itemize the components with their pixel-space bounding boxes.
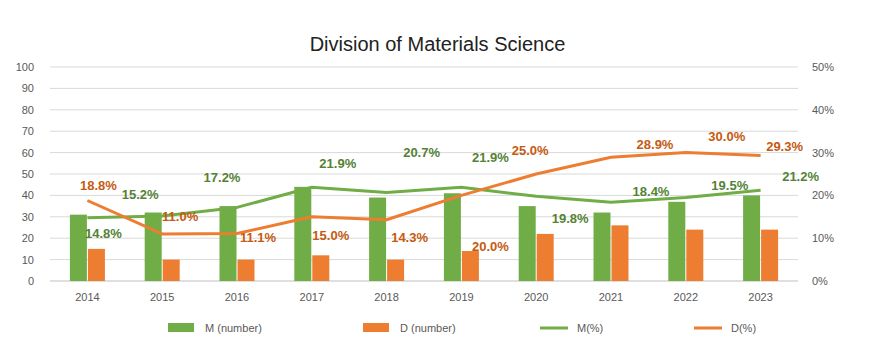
grid-line <box>50 281 798 282</box>
y2-tick <box>798 238 801 239</box>
legend-swatch <box>694 327 722 330</box>
grid-line <box>50 131 798 132</box>
chart: Division of Materials Science 0 10 20 30 40 50… <box>0 0 871 352</box>
legend-swatch <box>363 323 389 332</box>
x-tick-label: 2019 <box>449 291 473 303</box>
data-label: 19.5% <box>711 178 748 193</box>
legend: M (number) D (number) M(%) D(%) <box>168 322 756 334</box>
data-label: 25.0% <box>512 143 549 158</box>
y2-tick-label: 0% <box>812 275 828 287</box>
bar <box>594 213 611 281</box>
data-label: 20.7% <box>403 145 440 160</box>
grid-line <box>50 88 798 89</box>
y2-tick <box>798 67 801 68</box>
data-label: 28.9% <box>637 137 674 152</box>
x-tick-label: 2018 <box>374 291 398 303</box>
data-label: 18.8% <box>80 178 117 193</box>
x-tick-label: 2021 <box>599 291 623 303</box>
y2-tick-label: 40% <box>812 104 834 116</box>
legend-label: D(%) <box>731 322 756 334</box>
bar <box>743 195 760 281</box>
bar <box>444 193 461 281</box>
bar <box>462 251 479 281</box>
y-tick-label: 50 <box>22 168 34 180</box>
data-label: 17.2% <box>204 170 241 185</box>
data-label: 21.9% <box>472 150 509 165</box>
y-tick-label: 40 <box>22 189 34 201</box>
grid-line <box>50 195 798 196</box>
data-label: 21.9% <box>319 156 356 171</box>
y-tick-label: 20 <box>22 232 34 244</box>
data-label: 19.8% <box>552 211 589 226</box>
legend-swatch <box>168 323 194 332</box>
data-label: 15.0% <box>312 228 349 243</box>
bar <box>88 249 105 281</box>
bar <box>238 260 255 281</box>
y2-tick-label: 50% <box>812 61 834 73</box>
data-label: 29.3% <box>766 139 803 154</box>
y-tick-label: 70 <box>22 125 34 137</box>
marks <box>70 153 778 281</box>
legend-label: M (number) <box>205 322 262 334</box>
y2-tick-label: 20% <box>812 189 834 201</box>
x-tick-label: 2016 <box>225 291 249 303</box>
y2-tick <box>798 281 801 282</box>
y-tick-label: 60 <box>22 147 34 159</box>
data-labels: 14.8% 15.2% 17.2% 21.9% 20.7% 21.9% 19.8% 18.4%… <box>80 129 820 254</box>
bar <box>145 213 162 281</box>
data-label: 14.3% <box>391 230 428 245</box>
x-tick-label: 2022 <box>674 291 698 303</box>
bar <box>686 230 703 281</box>
data-label: 11.1% <box>240 230 277 245</box>
bar <box>387 260 404 281</box>
x-tick-label: 2017 <box>300 291 324 303</box>
grid <box>50 67 798 281</box>
data-label: 21.2% <box>782 169 819 184</box>
y-tick-label: 80 <box>22 104 34 116</box>
bar <box>70 215 87 281</box>
bar <box>163 260 180 281</box>
x-tick-label: 2014 <box>75 291 99 303</box>
data-label: 18.4% <box>633 184 670 199</box>
bar <box>369 198 386 281</box>
bar <box>612 225 629 281</box>
data-label: 20.0% <box>472 239 509 254</box>
data-label: 15.2% <box>122 187 159 202</box>
y-tick-label: 0 <box>28 275 34 287</box>
line <box>87 153 760 234</box>
data-label: 14.8% <box>85 226 122 241</box>
y-tick-label: 10 <box>22 254 34 266</box>
bar <box>519 206 536 281</box>
y2-tick <box>798 109 801 110</box>
legend-label: M(%) <box>577 322 603 334</box>
bar <box>761 230 778 281</box>
legend-swatch <box>540 327 568 330</box>
y-tick-label: 100 <box>16 61 34 73</box>
grid-line <box>50 259 798 260</box>
y2-tick <box>798 195 801 196</box>
bar <box>537 234 554 281</box>
x-tick-label: 2023 <box>748 291 772 303</box>
bar <box>668 202 685 281</box>
y2-tick-label: 10% <box>812 232 834 244</box>
bar <box>220 206 237 281</box>
legend-label: D (number) <box>400 322 456 334</box>
x-tick-label: 2015 <box>150 291 174 303</box>
data-label: 30.0% <box>708 129 745 144</box>
bar <box>294 187 311 281</box>
grid-line <box>50 67 798 68</box>
x-tick-label: 2020 <box>524 291 548 303</box>
y-tick-label: 90 <box>22 82 34 94</box>
y-tick-label: 30 <box>22 211 34 223</box>
data-label: 11.0% <box>162 209 199 224</box>
title: Division of Materials Science <box>310 33 566 55</box>
bar <box>312 255 329 281</box>
grid-line <box>50 174 798 175</box>
y2-tick-label: 30% <box>812 147 834 159</box>
grid-line <box>50 109 798 110</box>
